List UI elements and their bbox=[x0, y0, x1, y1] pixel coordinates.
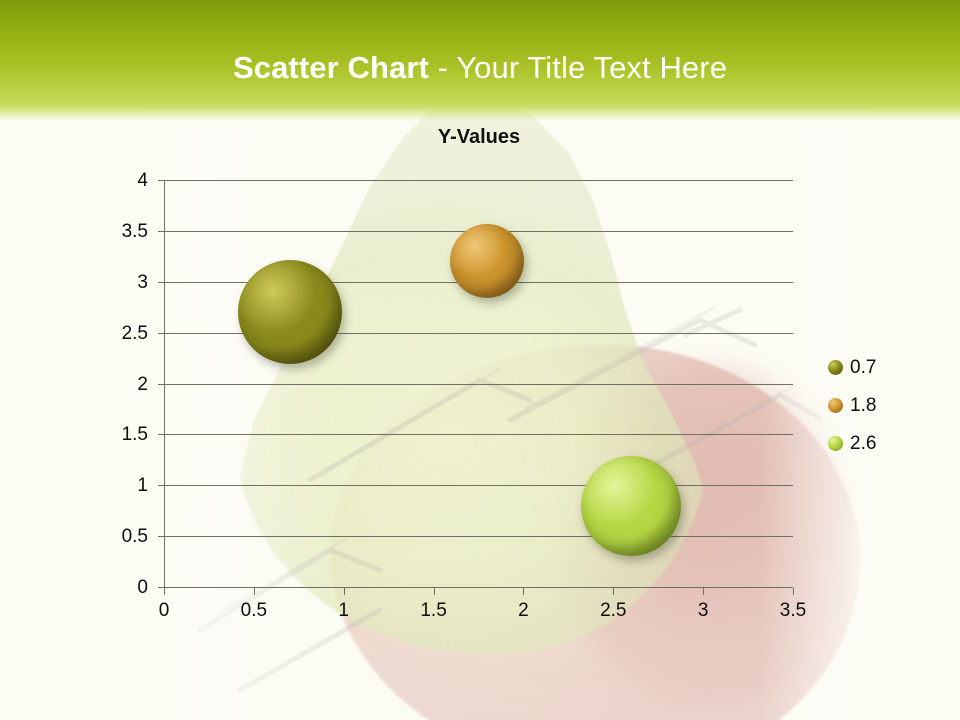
y-axis-tick-label: 1 bbox=[137, 475, 148, 497]
y-axis-tick bbox=[158, 536, 165, 538]
y-axis-tick-label: 3 bbox=[137, 271, 148, 293]
x-axis-tick bbox=[433, 588, 435, 595]
y-axis-tick-label: 0.5 bbox=[121, 526, 148, 548]
y-axis-tick-label: 3.5 bbox=[121, 220, 148, 242]
legend-marker-icon bbox=[828, 359, 843, 375]
y-axis-tick bbox=[158, 332, 165, 334]
legend-item[interactable]: 0.7 bbox=[828, 348, 948, 386]
y-axis-tick-label: 4 bbox=[137, 170, 148, 191]
gridline bbox=[164, 383, 793, 385]
x-axis-tick bbox=[793, 588, 794, 595]
y-axis-tick bbox=[158, 281, 165, 283]
x-axis-tick bbox=[523, 588, 525, 595]
chart-legend: 0.7 1.8 2.6 bbox=[828, 348, 948, 462]
legend-label: 2.6 bbox=[850, 432, 877, 454]
page-title-rest: - Your Title Text Here bbox=[428, 50, 728, 85]
y-axis-tick-label: 0 bbox=[137, 577, 148, 598]
page-title: Scatter Chart - Your Title Text Here bbox=[0, 52, 960, 83]
y-axis-tick bbox=[158, 434, 165, 436]
page-title-bold: Scatter Chart bbox=[232, 50, 429, 85]
data-point-bubble[interactable] bbox=[237, 260, 342, 365]
x-axis-tick-label: 0.5 bbox=[240, 600, 268, 621]
legend-item[interactable]: 1.8 bbox=[828, 386, 948, 424]
x-axis-tick-label: 3.5 bbox=[779, 600, 807, 621]
x-axis-tick-label: 3 bbox=[697, 600, 709, 621]
y-axis-labels: 0 0.5 1 1.5 2 2.5 3 3.5 4 bbox=[98, 0, 148, 720]
y-axis-tick bbox=[158, 180, 165, 181]
x-axis-tick-label: 1.5 bbox=[420, 600, 447, 621]
gridline bbox=[164, 180, 793, 181]
x-axis-tick bbox=[164, 588, 165, 595]
x-axis-tick-label: 2.5 bbox=[600, 600, 627, 621]
legend-label: 0.7 bbox=[850, 356, 877, 378]
data-point-bubble[interactable] bbox=[450, 224, 525, 299]
data-point-bubble[interactable] bbox=[581, 455, 682, 556]
x-axis-tick bbox=[613, 588, 615, 595]
x-axis-tick bbox=[703, 588, 705, 595]
x-axis-tick-label: 0 bbox=[158, 600, 170, 621]
x-axis-line bbox=[164, 587, 793, 588]
x-axis-tick-label: 1 bbox=[338, 600, 349, 621]
chart-title: Y-Values bbox=[437, 126, 521, 148]
y-axis-tick bbox=[158, 230, 165, 232]
x-axis-tick-label: 2 bbox=[518, 600, 529, 621]
legend-label: 1.8 bbox=[850, 394, 877, 416]
legend-marker-icon bbox=[828, 397, 843, 413]
gridline bbox=[164, 485, 793, 487]
y-axis-tick-label: 1.5 bbox=[121, 424, 148, 446]
legend-item[interactable]: 2.6 bbox=[828, 424, 948, 462]
header-band: Scatter Chart - Your Title Text Here bbox=[0, 0, 960, 122]
gridline bbox=[164, 536, 793, 538]
legend-marker-icon bbox=[828, 435, 843, 451]
y-axis-tick-label: 2.5 bbox=[121, 322, 148, 344]
y-axis-tick bbox=[158, 485, 165, 487]
gridline bbox=[164, 332, 793, 334]
y-axis-tick bbox=[158, 587, 165, 588]
y-axis-tick-label: 2 bbox=[137, 373, 148, 395]
x-axis-tick bbox=[343, 588, 345, 595]
gridline bbox=[164, 434, 793, 436]
x-axis-tick bbox=[253, 588, 255, 595]
y-axis-tick bbox=[158, 383, 165, 385]
